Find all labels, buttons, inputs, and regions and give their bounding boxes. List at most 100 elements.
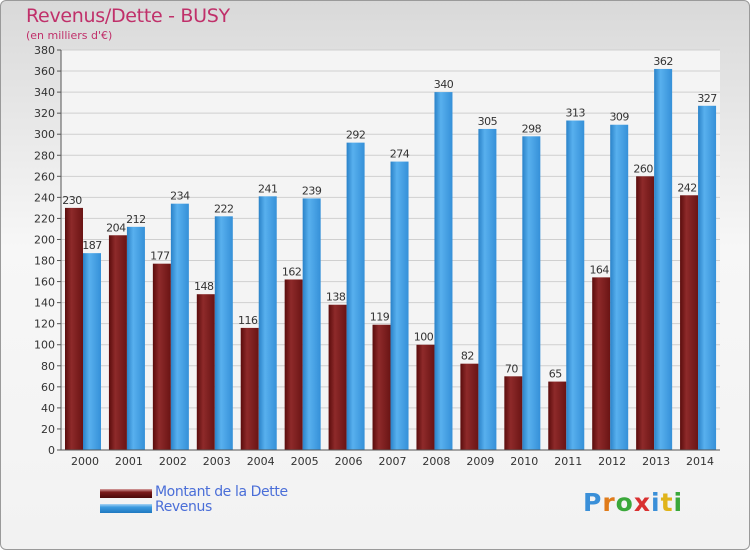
y-tick-label: 60	[41, 381, 55, 394]
revenue-bar	[522, 136, 541, 450]
debt-bar	[372, 324, 391, 450]
logo-letter: o	[615, 488, 634, 517]
revenue-value-label: 313	[566, 107, 586, 120]
debt-value-label: 138	[326, 291, 346, 304]
y-tick-label: 160	[34, 276, 55, 289]
debt-value-label: 260	[633, 162, 653, 175]
revenue-bar	[390, 161, 409, 450]
legend-label-dette: Montant de la Dette	[155, 484, 288, 500]
legend-label-revenus: Revenus	[155, 499, 212, 515]
y-tick-label: 220	[34, 212, 55, 225]
revenue-value-label: 212	[126, 213, 146, 226]
revenue-value-label: 305	[478, 115, 498, 128]
revenue-value-label: 187	[82, 239, 102, 252]
x-tick-label: 2006	[335, 455, 363, 468]
revenue-value-label: 362	[653, 55, 673, 68]
revenue-value-label: 340	[434, 78, 454, 91]
y-tick-label: 40	[41, 402, 55, 415]
revenue-bar	[654, 68, 673, 451]
debt-bar	[284, 279, 303, 450]
revenue-bar	[566, 120, 585, 451]
revenue-value-label: 298	[522, 122, 542, 135]
x-tick-label: 2007	[379, 455, 407, 468]
y-tick-label: 80	[41, 360, 55, 373]
debt-bar	[548, 381, 567, 450]
y-tick-label: 180	[34, 255, 55, 268]
logo-letter: i	[673, 488, 684, 517]
debt-value-label: 70	[505, 362, 518, 375]
debt-value-label: 100	[414, 331, 434, 344]
revenue-bar	[170, 203, 189, 450]
debt-value-label: 82	[461, 350, 474, 363]
y-tick-label: 360	[34, 65, 55, 78]
revenue-value-label: 234	[170, 190, 190, 203]
debt-bar	[504, 376, 523, 450]
x-tick-label: 2005	[291, 455, 319, 468]
logo-letter: t	[660, 488, 674, 517]
x-tick-label: 2001	[115, 455, 143, 468]
debt-bar	[636, 176, 655, 450]
x-tick-label: 2003	[203, 455, 231, 468]
revenue-bar	[258, 196, 277, 450]
debt-bar	[592, 277, 611, 450]
revenue-value-label: 241	[258, 182, 278, 195]
x-tick-label: 2008	[422, 455, 450, 468]
revenue-bar	[214, 216, 233, 450]
y-tick-label: 120	[34, 318, 55, 331]
x-tick-label: 2012	[598, 455, 626, 468]
x-tick-label: 2002	[159, 455, 187, 468]
revenue-bar	[346, 142, 365, 450]
logo-letter: i	[651, 488, 661, 517]
debt-bar	[240, 327, 259, 450]
proxiti-logo: Proxiti	[583, 488, 683, 517]
legend-swatch-dette	[100, 489, 152, 498]
revenue-bar	[698, 105, 717, 450]
debt-bar	[152, 263, 171, 450]
debt-bar	[460, 363, 479, 450]
y-tick-label: 100	[34, 339, 55, 352]
x-tick-label: 2011	[554, 455, 582, 468]
x-tick-label: 2014	[686, 455, 714, 468]
debt-value-label: 164	[589, 263, 609, 276]
chart-subtitle: (en milliers d'€)	[26, 29, 113, 42]
y-tick-label: 340	[34, 86, 55, 99]
x-tick-label: 2004	[247, 455, 275, 468]
debt-bar	[416, 344, 435, 450]
debt-value-label: 204	[106, 221, 126, 234]
debt-bar	[328, 304, 347, 450]
logo-letter: P	[583, 488, 603, 517]
chart-title: Revenus/Dette - BUSY	[26, 5, 230, 27]
y-tick-label: 20	[41, 423, 55, 436]
y-tick-label: 380	[34, 44, 55, 57]
debt-value-label: 177	[150, 250, 170, 263]
revenue-bar	[83, 253, 101, 450]
x-tick-label: 2000	[71, 455, 99, 468]
revenue-value-label: 309	[609, 111, 629, 124]
revenue-value-label: 239	[302, 184, 322, 197]
debt-value-label: 148	[194, 280, 214, 293]
y-tick-label: 200	[34, 233, 55, 246]
y-tick-label: 140	[34, 297, 55, 310]
revenue-value-label: 292	[346, 129, 366, 142]
debt-value-label: 119	[370, 311, 390, 324]
revenue-bar	[478, 128, 497, 450]
y-tick-label: 260	[34, 170, 55, 183]
revenue-bar	[302, 198, 321, 450]
debt-value-label: 162	[282, 265, 302, 278]
revenue-bar	[434, 92, 453, 451]
y-tick-label: 0	[48, 444, 55, 457]
y-tick-label: 280	[34, 149, 55, 162]
debt-bar	[108, 235, 127, 450]
logo-letter: x	[633, 488, 651, 517]
debt-bar	[196, 294, 215, 450]
x-tick-label: 2013	[642, 455, 670, 468]
logo-letter: r	[602, 488, 616, 517]
legend-swatch-revenus	[100, 504, 152, 513]
y-tick-label: 240	[34, 191, 55, 204]
debt-value-label: 116	[238, 314, 258, 327]
revenue-bar	[610, 124, 629, 450]
x-tick-label: 2009	[466, 455, 494, 468]
x-tick-label: 2010	[510, 455, 538, 468]
debt-value-label: 230	[62, 194, 82, 207]
